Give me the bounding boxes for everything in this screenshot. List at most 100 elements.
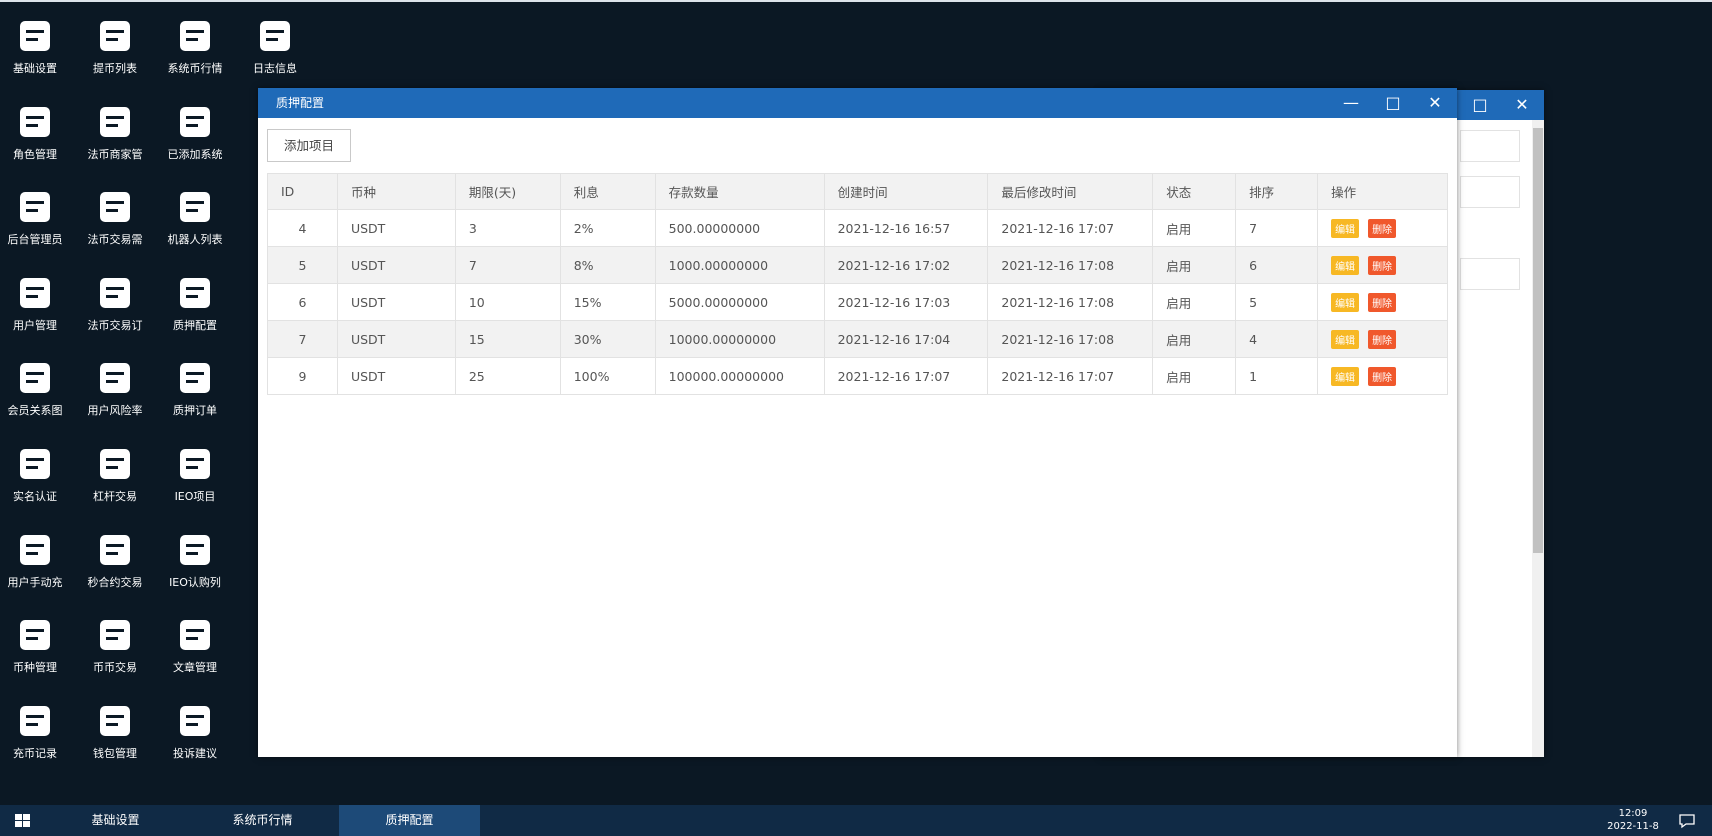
table-row: 7 USDT 15 30% 10000.00000000 2021-12-16 17:04… [267,320,1448,358]
cell: 9 [267,357,338,395]
edit-button[interactable]: 编辑 [1331,255,1360,275]
edit-button[interactable]: 编辑 [1331,329,1360,349]
start-button[interactable] [15,814,30,828]
taskbar-item[interactable]: 质押配置 [339,805,480,836]
cell: 5 [267,246,338,284]
add-button[interactable]: 添加项目 [267,129,351,162]
desktop-icon[interactable]: 质押配置 [155,275,235,333]
cell: 100% [559,357,656,395]
cell: 7 [454,246,561,284]
window: 质押配置 — □ ✕ 添加项目 ID 币种 期限(天) 利息 存款数量 创建时间 最后修改时… [258,88,1457,757]
desktop-icon[interactable]: 秒合约交易 [75,532,155,590]
desktop-icon[interactable]: 杠杆交易 [75,446,155,504]
cell: 1000.00000000 [654,246,825,284]
scrollbar-thumb[interactable] [1533,128,1543,553]
icon-glyph [180,534,210,565]
delete-button[interactable]: 删除 [1368,292,1397,312]
desktop-icon[interactable]: 用户风险率 [75,360,155,418]
scrollbar[interactable] [1532,120,1544,757]
desktop-icon[interactable]: 用户管理 [0,275,75,333]
taskbar-item[interactable]: 系统币行情 [232,813,293,827]
delete-button[interactable]: 删除 [1368,255,1397,275]
actions-cell: 编辑 删除 [1317,320,1448,358]
cell: 100000.00000000 [654,357,825,395]
icon-label: 文章管理 [173,661,217,675]
input[interactable] [1460,130,1520,162]
icon-label: 法币商家管 [87,147,143,161]
icon-label: 用户风险率 [87,404,143,418]
close-button[interactable]: ✕ [1515,95,1529,114]
desktop-icon[interactable]: 已添加系统 [155,104,235,162]
window-title: 质押配置 [276,96,325,110]
desktop-icon[interactable]: 后台管理员 [0,189,75,247]
icon-label: 实名认证 [13,490,57,503]
desktop-icon[interactable]: 充币记录 [0,703,75,761]
desktop-icon[interactable]: 投诉建议 [155,703,235,761]
icon-label: 系统币行情 [167,62,223,75]
time: 12:09 [1618,808,1648,819]
maximize-button[interactable]: □ [1385,93,1401,112]
desktop-icon[interactable]: 实名认证 [0,446,75,504]
icon-glyph [100,449,130,479]
desktop-icon[interactable]: 质押订单 [155,360,235,418]
desktop-icon[interactable]: 钱包管理 [75,703,155,761]
cell: 10000.00000000 [654,320,825,358]
cell: 7 [1235,209,1319,247]
edit-button[interactable]: 编辑 [1331,292,1360,312]
cell: 25 [454,357,561,395]
cell: 2021-12-16 17:07 [987,209,1154,247]
desktop-icon[interactable]: IEO认购列 [155,532,235,590]
desktop-icon[interactable]: IEO项目 [155,446,235,504]
notifications[interactable] [1678,813,1696,829]
minimize-button[interactable]: — [1343,93,1359,112]
desktop-icon[interactable]: 提币列表 [75,18,155,76]
icon-glyph [180,620,210,651]
icon-glyph [20,534,50,565]
input[interactable] [1460,258,1520,290]
desktop-icon[interactable]: 法币商家管 [75,104,155,162]
desktop-icon[interactable]: 用户手动充 [0,532,75,590]
icon-label: 角色管理 [13,147,57,161]
icon-label: 币种管理 [13,661,57,675]
edit-button[interactable]: 编辑 [1331,366,1360,386]
input[interactable] [1460,176,1520,208]
icon-glyph [20,277,50,308]
desktop-icon[interactable]: 机器人列表 [155,189,235,247]
delete-button[interactable]: 删除 [1368,366,1397,386]
icon-label: 日志信息 [253,62,297,75]
taskbar-item[interactable]: 基础设置 [91,813,140,827]
cell: USDT [336,357,456,395]
icon-label: 钱包管理 [93,746,137,760]
cell: 2% [559,209,656,247]
cell: 15% [559,283,656,321]
desktop-icon[interactable]: 币种管理 [0,617,75,675]
desktop-icon[interactable]: 法币交易订 [75,275,155,333]
icon-label: 后台管理员 [7,233,63,247]
desktop-icon[interactable]: 系统币行情 [155,18,235,76]
desktop-icon[interactable]: 基础设置 [0,18,75,76]
column-header: 排序 [1235,173,1319,210]
desktop-icon[interactable]: 角色管理 [0,104,75,162]
close-button[interactable]: ✕ [1428,93,1442,112]
cell: 6 [267,283,338,321]
maximize-button[interactable]: □ [1472,95,1488,114]
desktop-icon[interactable]: 会员关系图 [0,360,75,418]
desktop-icon[interactable]: 日志信息 [235,18,315,76]
icon-label: 用户管理 [13,318,57,332]
clock: 12:09 2022-11-8 [1595,807,1671,833]
cell: 2021-12-16 17:08 [987,283,1154,321]
edit-button[interactable]: 编辑 [1331,218,1360,238]
delete-button[interactable]: 删除 [1368,329,1397,349]
icon-label: IEO认购列 [169,575,221,589]
icon-label: 秒合约交易 [87,575,143,589]
desktop-icon[interactable]: 法币交易需 [75,189,155,247]
icon-glyph [100,534,130,565]
desktop-icon[interactable]: 币币交易 [75,617,155,675]
delete-button[interactable]: 删除 [1368,218,1397,238]
desktop-icon[interactable]: 文章管理 [155,617,235,675]
icon-glyph [20,106,50,137]
icon-label: 币币交易 [93,661,137,675]
icon-label: 已添加系统 [167,147,223,161]
actions-cell: 编辑 删除 [1317,357,1448,395]
